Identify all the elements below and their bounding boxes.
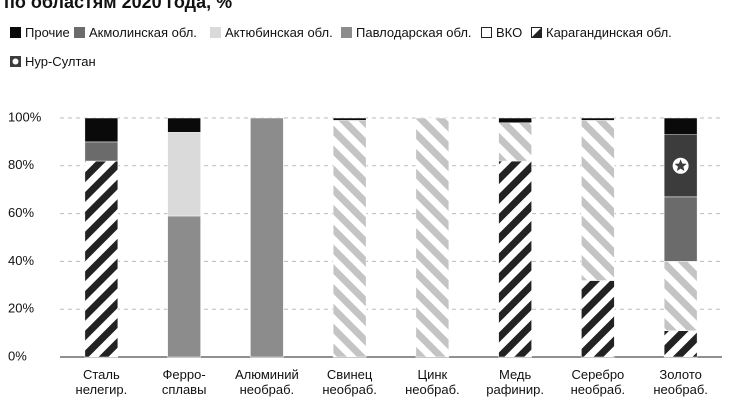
bar-segment <box>663 134 698 198</box>
legend-swatch <box>10 27 21 38</box>
bar-segment <box>663 261 698 331</box>
legend-label: Карагандинская обл. <box>546 25 672 40</box>
bar-segment <box>581 280 615 358</box>
x-tick-label: Цинк необраб. <box>405 367 460 397</box>
bar-segment <box>332 117 367 121</box>
legend-label: Актюбинская обл. <box>225 25 333 40</box>
legend-item: Актюбинская обл. <box>210 25 333 40</box>
bar-segment <box>84 160 119 358</box>
bar-segment <box>84 117 119 143</box>
y-tick-label: 60% <box>8 205 34 220</box>
x-tick-label: Алюминий необраб. <box>234 367 299 397</box>
x-tick-label: Серебро необраб. <box>570 367 626 397</box>
legend-swatch <box>74 27 85 38</box>
legend-label: ВКО <box>496 25 523 40</box>
y-tick-label: 20% <box>8 301 34 316</box>
bar-segment <box>663 117 698 135</box>
bar-segment <box>581 120 615 281</box>
legend-swatch <box>531 27 542 38</box>
bar-segment <box>498 122 532 162</box>
legend-swatch <box>10 56 21 67</box>
legend-label: Павлодарская обл. <box>356 25 472 40</box>
x-tick-label: Золото необраб. <box>653 367 708 397</box>
x-tick-label: Сталь нелегир. <box>75 367 128 397</box>
chart-title: по областям 2020 года, % <box>4 0 232 12</box>
y-tick-label: 0% <box>8 348 27 363</box>
bar-segment <box>167 132 201 217</box>
legend-swatch <box>210 27 221 38</box>
y-tick-label: 40% <box>8 253 34 268</box>
legend-item: Нур-Султан <box>10 54 96 69</box>
legend-swatch <box>481 27 492 38</box>
legend-label: Нур-Султан <box>25 54 96 69</box>
legend-item: Акмолинская обл. <box>74 25 197 40</box>
bar-segment <box>167 215 201 358</box>
legend-item: Павлодарская обл. <box>341 25 472 40</box>
y-tick-label: 100% <box>8 109 42 124</box>
bar-segment <box>663 196 698 262</box>
legend-item: ВКО <box>481 25 522 40</box>
bar-segment <box>250 117 284 358</box>
legend-item: Прочие <box>10 25 70 40</box>
legend-label: Прочие <box>25 25 70 40</box>
bar-segment <box>415 117 450 358</box>
bar-segment <box>332 120 367 358</box>
bar-segment <box>498 160 532 358</box>
bar-segment <box>581 117 615 121</box>
y-tick-label: 80% <box>8 157 34 172</box>
legend-swatch <box>341 27 352 38</box>
bar-segment <box>84 141 119 162</box>
bar-segment <box>663 330 698 358</box>
legend-label: Акмолинская обл. <box>89 25 197 40</box>
legend-item: Карагандинская обл. <box>531 25 672 40</box>
x-tick-label: Медь рафинир. <box>486 367 544 397</box>
bar-segment <box>498 117 532 124</box>
bar-segment <box>167 117 201 133</box>
x-tick-label: Ферро- сплавы <box>161 367 207 397</box>
x-tick-label: Свинец необраб. <box>322 367 377 397</box>
